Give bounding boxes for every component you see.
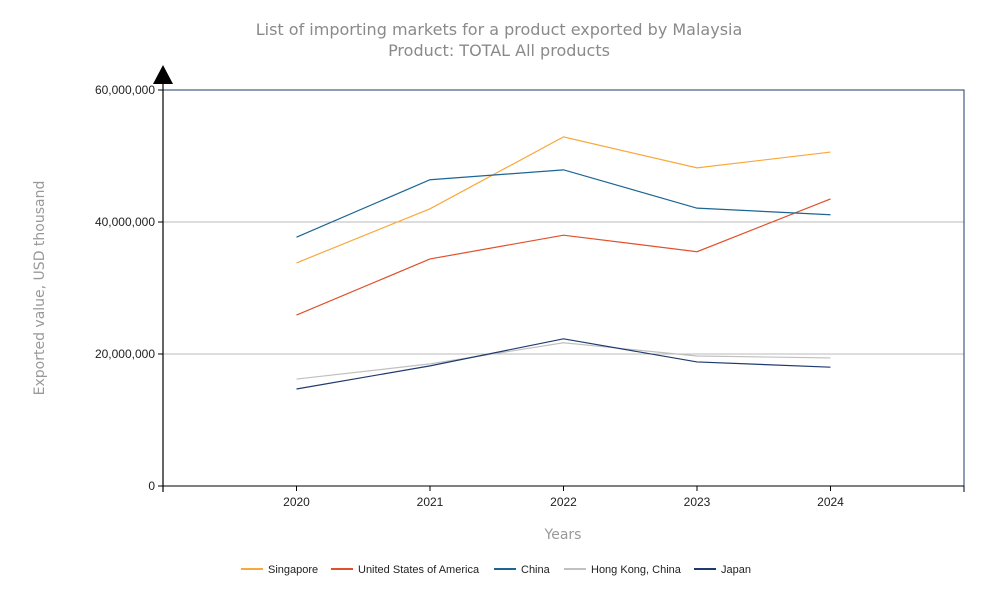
plot-frame: [162, 89, 965, 487]
series-line-japan: [296, 338, 831, 390]
y-tick-label: 0: [148, 479, 155, 493]
y-tick-label: 60,000,000: [95, 83, 155, 97]
y-tick-label: 40,000,000: [95, 215, 155, 229]
x-tick-label: 2023: [684, 495, 711, 509]
x-tick-label: 2020: [283, 495, 310, 509]
x-axis-label: Years: [544, 527, 582, 543]
y-axis-label: Exported value, USD thousand: [32, 181, 48, 396]
legend-label: China: [521, 564, 551, 576]
series-line-hong-kong-china: [296, 342, 831, 380]
y-axis-arrow-icon: [153, 65, 173, 84]
legend-label: Singapore: [268, 564, 318, 576]
legend-label: United States of America: [358, 564, 480, 576]
x-tick-label: 2022: [550, 495, 577, 509]
y-tick-label: 20,000,000: [95, 347, 155, 361]
series-line-united-states-of-america: [296, 198, 831, 316]
series-line-singapore: [296, 136, 831, 264]
x-tick-label: 2021: [417, 495, 444, 509]
chart-title: List of importing markets for a product …: [256, 20, 743, 39]
legend-label: Hong Kong, China: [591, 564, 682, 576]
chart-subtitle: Product: TOTAL All products: [388, 41, 610, 60]
legend-label: Japan: [721, 564, 751, 576]
series-line-china: [296, 169, 831, 238]
x-tick-label: 2024: [817, 495, 844, 509]
